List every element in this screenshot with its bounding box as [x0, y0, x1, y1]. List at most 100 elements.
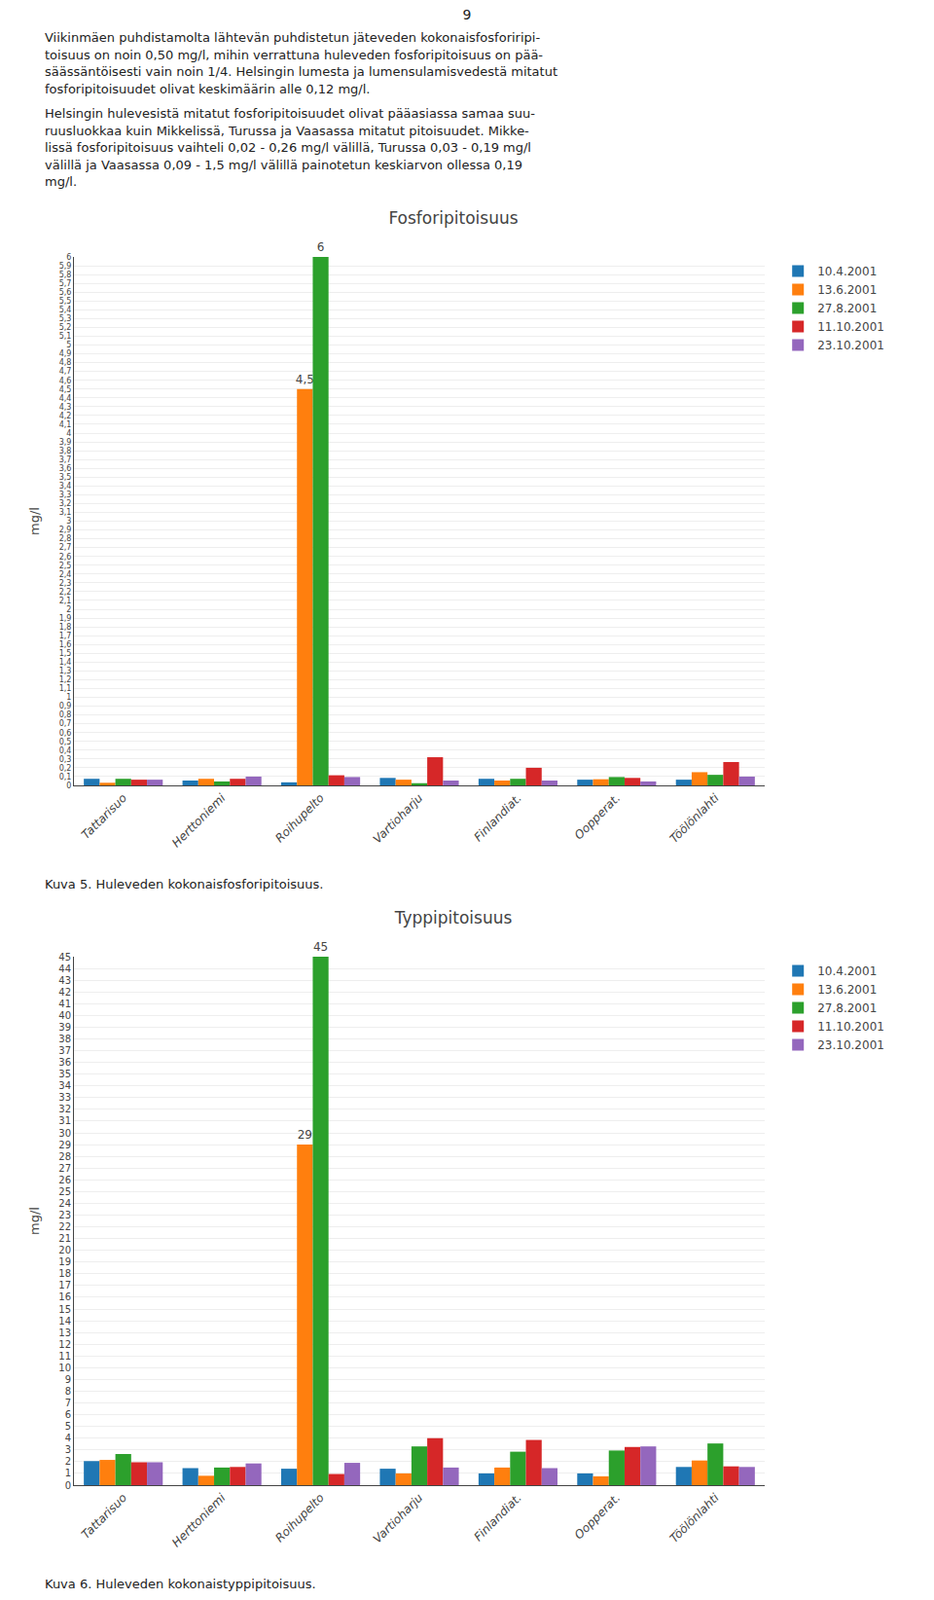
svg-text:3,4: 3,4: [59, 481, 72, 491]
svg-text:0: 0: [65, 1478, 72, 1490]
svg-text:8: 8: [65, 1385, 72, 1397]
svg-text:16: 16: [58, 1291, 72, 1302]
svg-text:2: 2: [66, 605, 72, 614]
svg-text:32: 32: [58, 1103, 72, 1114]
svg-text:1,7: 1,7: [59, 631, 72, 641]
svg-text:0,6: 0,6: [59, 727, 72, 737]
svg-text:30: 30: [58, 1126, 72, 1138]
svg-text:1,2: 1,2: [59, 675, 72, 684]
svg-text:18: 18: [58, 1267, 72, 1279]
svg-text:10: 10: [58, 1362, 72, 1373]
svg-text:5: 5: [66, 340, 72, 350]
svg-text:31: 31: [58, 1114, 72, 1126]
svg-text:1,5: 1,5: [59, 648, 72, 658]
svg-text:35: 35: [58, 1068, 72, 1079]
svg-text:5: 5: [65, 1420, 72, 1432]
svg-text:24: 24: [58, 1197, 72, 1209]
svg-text:2,4: 2,4: [59, 570, 72, 579]
svg-text:5,9: 5,9: [59, 261, 72, 271]
svg-text:38: 38: [58, 1033, 72, 1044]
svg-text:mg/l: mg/l: [27, 1206, 42, 1235]
svg-text:13.6.2001: 13.6.2001: [817, 283, 877, 297]
svg-text:27.8.2001: 27.8.2001: [817, 1001, 877, 1015]
svg-text:10.4.2001: 10.4.2001: [817, 264, 877, 279]
svg-text:4,3: 4,3: [59, 402, 72, 412]
svg-text:3,1: 3,1: [59, 507, 72, 517]
svg-text:1,8: 1,8: [59, 622, 72, 632]
svg-text:12: 12: [58, 1338, 72, 1350]
svg-text:2,3: 2,3: [59, 578, 72, 588]
svg-text:2,1: 2,1: [59, 596, 72, 606]
svg-text:Roihupelto: Roihupelto: [272, 1490, 327, 1545]
svg-text:11.10.2001: 11.10.2001: [817, 1019, 885, 1034]
svg-text:4,5: 4,5: [59, 384, 72, 394]
svg-text:Töölönlahti: Töölönlahti: [667, 1489, 722, 1545]
svg-text:4,7: 4,7: [59, 366, 72, 376]
svg-text:29: 29: [58, 1138, 72, 1150]
svg-text:2,5: 2,5: [59, 560, 72, 570]
svg-text:3,3: 3,3: [59, 490, 72, 500]
svg-text:45: 45: [58, 950, 72, 962]
svg-text:5,1: 5,1: [59, 331, 72, 341]
svg-text:3,7: 3,7: [59, 455, 72, 465]
svg-text:27: 27: [58, 1162, 72, 1174]
svg-text:6: 6: [66, 252, 72, 262]
svg-text:25: 25: [58, 1185, 72, 1197]
svg-text:0: 0: [66, 781, 72, 791]
svg-text:9: 9: [65, 1373, 72, 1385]
svg-text:6: 6: [317, 240, 325, 254]
svg-text:4,2: 4,2: [59, 411, 72, 421]
svg-text:0,4: 0,4: [59, 746, 72, 755]
svg-text:39: 39: [58, 1021, 72, 1033]
svg-text:1,1: 1,1: [59, 683, 72, 693]
svg-text:Herttoniemi: Herttoniemi: [169, 790, 229, 850]
svg-text:Roihupelto: Roihupelto: [272, 790, 327, 846]
svg-text:3,6: 3,6: [59, 464, 72, 473]
svg-text:Finlandiat.: Finlandiat.: [470, 790, 524, 844]
svg-text:41: 41: [58, 998, 72, 1009]
svg-text:5,7: 5,7: [59, 279, 72, 288]
svg-text:23.10.2001: 23.10.2001: [817, 1038, 885, 1052]
svg-text:23: 23: [58, 1209, 72, 1221]
svg-text:5,2: 5,2: [59, 323, 72, 332]
svg-text:42: 42: [58, 986, 72, 998]
svg-text:0,5: 0,5: [59, 736, 72, 746]
svg-text:Oopperat.: Oopperat.: [572, 1490, 623, 1542]
svg-text:0,8: 0,8: [59, 710, 72, 719]
svg-text:0,7: 0,7: [59, 718, 72, 728]
svg-text:20: 20: [58, 1244, 72, 1256]
svg-text:5,6: 5,6: [59, 287, 72, 297]
svg-text:28: 28: [58, 1150, 72, 1162]
svg-text:17: 17: [58, 1279, 72, 1291]
svg-text:Töölönlahti: Töölönlahti: [667, 790, 722, 845]
svg-text:4,5: 4,5: [295, 372, 315, 387]
svg-text:1: 1: [65, 1467, 72, 1478]
svg-text:4,4: 4,4: [59, 394, 72, 403]
svg-text:10.4.2001: 10.4.2001: [817, 964, 877, 978]
svg-text:3,2: 3,2: [59, 499, 72, 508]
svg-text:Tattarisuo: Tattarisuo: [78, 790, 130, 842]
svg-text:2,7: 2,7: [59, 542, 72, 552]
svg-text:Fosforipitoisuus: Fosforipitoisuus: [388, 208, 518, 228]
svg-text:2,8: 2,8: [59, 534, 72, 543]
svg-text:15: 15: [58, 1302, 72, 1314]
svg-text:3,5: 3,5: [59, 472, 72, 482]
svg-text:3,8: 3,8: [59, 446, 72, 456]
svg-text:19: 19: [58, 1256, 72, 1267]
svg-text:45: 45: [313, 939, 328, 954]
svg-text:7: 7: [65, 1397, 72, 1408]
svg-text:1: 1: [66, 692, 72, 702]
svg-text:4: 4: [66, 429, 72, 438]
svg-text:34: 34: [58, 1079, 72, 1091]
svg-text:11: 11: [58, 1350, 72, 1362]
svg-text:2: 2: [65, 1455, 72, 1467]
svg-text:Vartioharju: Vartioharju: [370, 1490, 427, 1546]
svg-text:0,3: 0,3: [59, 754, 72, 764]
svg-text:mg/l: mg/l: [27, 506, 42, 536]
svg-text:Herttoniemi: Herttoniemi: [169, 1489, 229, 1549]
svg-text:29: 29: [297, 1127, 313, 1142]
svg-text:5,3: 5,3: [59, 314, 72, 324]
svg-text:1,3: 1,3: [59, 666, 72, 676]
svg-text:5,4: 5,4: [59, 305, 72, 315]
svg-text:14: 14: [58, 1314, 72, 1326]
